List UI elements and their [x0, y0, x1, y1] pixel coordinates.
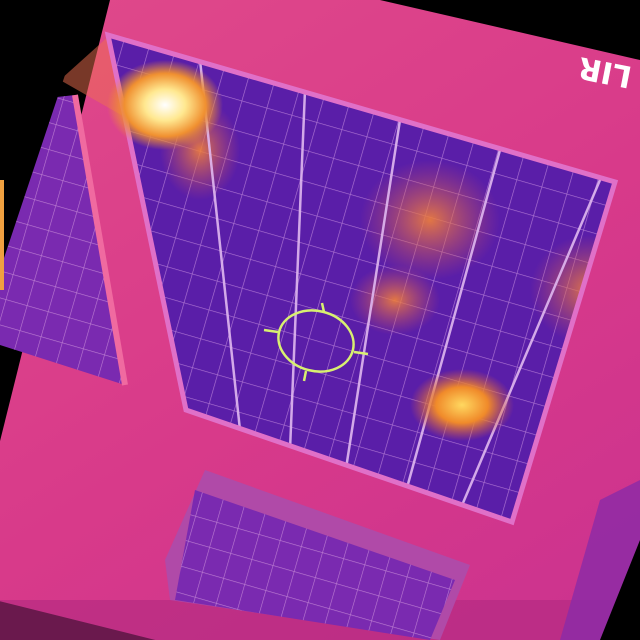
- spot-meter: [263, 302, 369, 382]
- edge-strip: [0, 180, 4, 290]
- hot-spot: [107, 60, 223, 150]
- bottom-panel: [165, 470, 470, 640]
- hot-spot: [410, 369, 514, 441]
